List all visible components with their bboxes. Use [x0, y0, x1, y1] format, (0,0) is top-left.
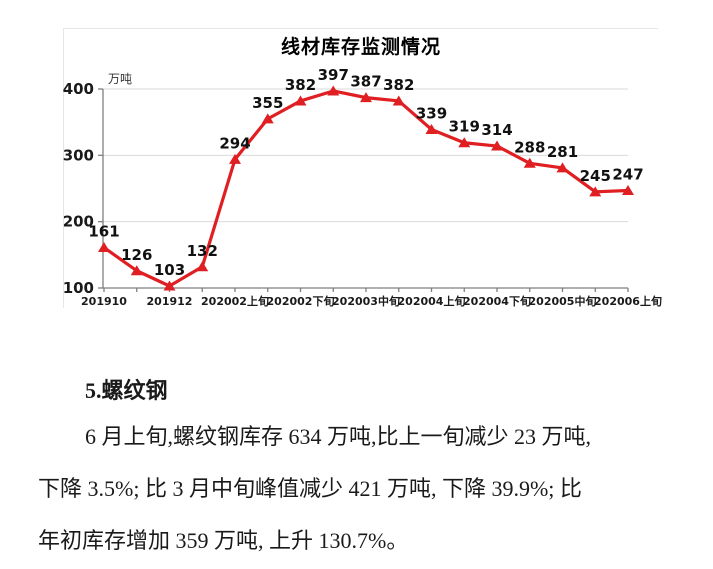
chart-data-label: 319: [449, 118, 480, 136]
chart-data-point: [163, 280, 176, 291]
chart-data-point: [229, 153, 241, 164]
body-paragraph: 6 月上旬,螺纹钢库存 634 万吨,比上一旬减少 23 万吨, 下降 3.5%…: [38, 411, 697, 567]
chart-data-label: 387: [350, 73, 381, 91]
chart-data-label: 161: [88, 223, 119, 241]
chart-data-label: 382: [285, 76, 316, 94]
section-heading: 5.螺纹钢: [85, 378, 168, 403]
chart-data-label: 281: [547, 143, 578, 161]
chart-data-label: 339: [416, 104, 447, 122]
chart-data-point: [556, 162, 569, 173]
y-axis-tick-label: 400: [63, 80, 94, 98]
y-axis-tick-label: 300: [63, 146, 94, 164]
y-axis-tick-label: 100: [63, 279, 94, 297]
x-axis-tick-label: 202002下旬: [267, 294, 335, 308]
chart-data-label: 247: [612, 165, 643, 183]
chart-data-point: [261, 113, 274, 124]
chart-series-line: [102, 89, 630, 288]
chart-data-label: 132: [187, 242, 218, 260]
chart-data-point: [425, 123, 438, 134]
x-axis-tick-label: 201912: [147, 295, 193, 308]
chart-container: 线材库存监测情况 万吨 100 200 300 400 201910 201912 2020…: [63, 28, 662, 308]
chart-data-label: 314: [481, 121, 512, 139]
x-axis-tick-label: 201910: [81, 295, 127, 308]
chart-data-point: [294, 95, 307, 106]
chart-data-label: 294: [219, 134, 250, 152]
x-axis-tick-label: 202005中旬: [529, 294, 597, 308]
chart-title: 线材库存监测情况: [280, 36, 441, 58]
chart-data-label: 382: [383, 76, 414, 94]
chart-data-point: [622, 184, 634, 195]
chart-data-point: [196, 261, 209, 272]
chart-data-label: 126: [121, 246, 152, 264]
body-text-line: 下降 3.5%; 比 3 月中旬峰值减少 421 万吨, 下降 39.9%; 比: [38, 476, 582, 501]
y-axis-tick-label: 200: [63, 213, 94, 231]
chart-data-point: [589, 186, 602, 197]
x-axis-tick-label: 202006上旬: [594, 294, 662, 308]
chart-data-point: [491, 140, 503, 151]
chart-data-point: [327, 85, 340, 96]
chart-data-point: [392, 95, 405, 106]
chart-data-label: 103: [154, 261, 185, 279]
x-axis-tick-label: 202002上旬: [201, 294, 269, 308]
chart-data-point: [458, 137, 471, 148]
y-axis-unit-label: 万吨: [108, 72, 133, 86]
chart-data-label: 288: [514, 138, 545, 156]
chart-data-label: 397: [318, 66, 349, 84]
x-axis-tick-label: 202003中旬: [332, 294, 400, 308]
chart-data-point: [523, 157, 536, 168]
body-text-line: 6 月上旬,螺纹钢库存 634 万吨,比上一旬减少 23 万吨,: [85, 424, 592, 449]
chart-data-point: [130, 265, 143, 276]
x-axis-tick-label: 202004上旬: [398, 294, 466, 308]
x-axis-tick-label: 202004下旬: [463, 294, 531, 308]
inventory-line-chart: 100 200 300 400 201910 201912 202002上旬202002下旬…: [63, 66, 662, 308]
chart-data-label: 355: [252, 94, 283, 112]
chart-data-point: [98, 242, 110, 253]
body-text-line: 年初库存增加 359 万吨, 上升 130.7%。: [38, 528, 409, 553]
chart-data-point: [360, 92, 372, 103]
chart-data-label: 245: [580, 167, 611, 185]
